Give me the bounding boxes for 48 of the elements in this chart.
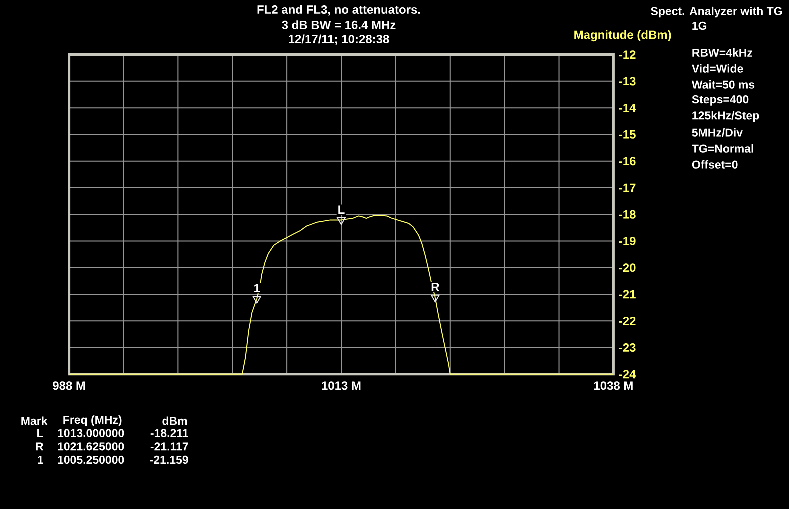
text: Vid=Wide [692,64,744,73]
chart-title: FL2 and FL3, no attenuators. [258,5,420,16]
text: 1005.250000 [58,456,124,464]
y-tick-label: -18 [619,210,636,219]
y-tick-label: -16 [619,157,636,166]
point [252,296,262,304]
y-tick-label: -19 [619,236,636,246]
text: Mark [22,416,48,426]
y-tick-label: -13 [619,77,636,86]
text: 125kHz/Step [692,111,760,122]
annotation: L [338,206,345,214]
text: 1 [38,456,44,464]
y-tick-label: -17 [619,184,636,192]
text: Steps=400 [692,95,749,106]
annotation: R [432,283,440,292]
annotation: 1 [254,284,260,293]
y-tick-label: -20 [619,264,636,272]
y-tick-label: -14 [619,104,636,112]
x-tick-label: 1013 M [322,382,361,390]
point [431,294,440,303]
y-tick-label: -12 [619,50,636,59]
y-tick-label: -24 [619,370,636,379]
text: RBW=4kHz [692,48,753,57]
y-axis-title: Magnitude (dBm) [574,30,672,42]
text: 1013.000000 [58,429,124,438]
text: R [36,442,44,451]
text: dBm [162,416,188,426]
y-tick-label: -22 [619,316,636,326]
text: 1G [692,22,707,30]
y-tick-label: -23 [619,344,636,352]
x-tick-label: 1038 M [594,382,633,390]
text: Wait=50 ms [692,80,755,89]
text: -21.117 [150,442,188,451]
point [337,217,346,226]
text: Spect. Analyzer with TG [651,6,782,18]
text: L [38,429,44,438]
text: -21.159 [150,456,188,464]
text: 1021.625000 [58,442,124,451]
y-tick-label: -21 [619,290,636,299]
text: Offset=0 [692,160,738,169]
x-tick-label: 988 M [53,382,86,390]
text: -18.211 [150,429,188,438]
chart-subtitle: 3 dB BW = 16.4 MHz [282,20,396,30]
text: TG=Normal [692,144,754,153]
text: 12/17/11; 10:28:38 [289,34,390,46]
y-tick-label: -15 [619,130,636,139]
text: 5MHz/Div [692,128,743,137]
text: Freq (MHz) [64,416,122,426]
